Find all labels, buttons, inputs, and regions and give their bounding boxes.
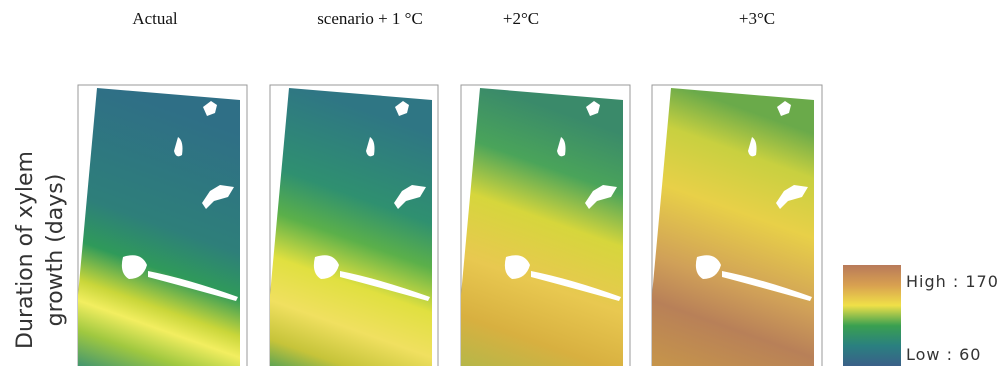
panel-title: +2°C (503, 9, 539, 28)
y-axis-label: Duration of xylem growth (days) (13, 151, 68, 349)
panel-title: Actual (132, 9, 178, 28)
figure: Actual scenario + 1 °C +2°C +3°C Duratio… (0, 0, 1001, 366)
map-panel (461, 85, 630, 366)
panel-title: +3°C (739, 9, 775, 28)
panel-title: scenario + 1 °C (317, 9, 423, 28)
map-panel (652, 85, 822, 366)
y-axis-label-line: growth (days) (43, 174, 68, 327)
legend-low: Low : 60 (906, 345, 981, 364)
map-panel (270, 85, 438, 366)
map-panel (78, 85, 247, 366)
legend-high: High : 170 (906, 272, 999, 291)
color-bar (843, 265, 901, 366)
y-axis-label-line: Duration of xylem (13, 151, 38, 349)
